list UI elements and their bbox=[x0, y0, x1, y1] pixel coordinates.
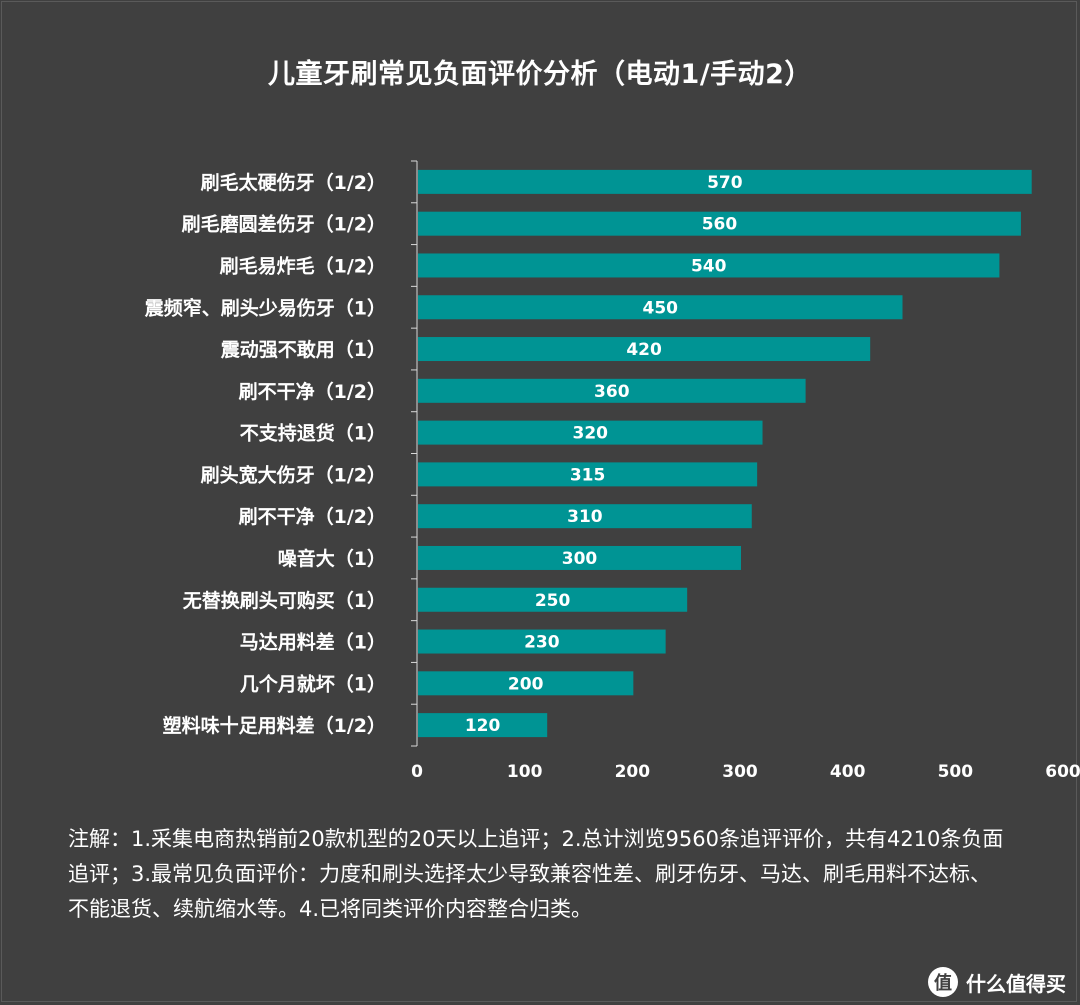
bar bbox=[418, 545, 741, 570]
category-label: 刷头宽大伤牙（1/2） bbox=[201, 463, 386, 486]
bar-value-label: 570 bbox=[707, 173, 743, 193]
bar bbox=[418, 504, 752, 529]
watermark-text: 什么值得买 bbox=[966, 971, 1066, 996]
watermark: 值 什么值得买 bbox=[928, 967, 1066, 997]
bar bbox=[418, 169, 1032, 194]
bar bbox=[418, 671, 634, 696]
bar-value-label: 540 bbox=[691, 256, 727, 276]
x-tick-label: 0 bbox=[411, 762, 423, 782]
bar bbox=[418, 378, 806, 403]
category-label: 震频窄、刷头少易伤牙（1） bbox=[145, 296, 386, 319]
category-label: 几个月就坏（1） bbox=[240, 672, 386, 695]
category-label: 刷不干净（1/2） bbox=[239, 380, 386, 403]
category-label: 刷毛磨圆差伤牙（1/2） bbox=[182, 213, 386, 236]
bar-value-label: 200 bbox=[508, 674, 544, 694]
bar bbox=[418, 253, 1000, 278]
category-label: 刷毛易炸毛（1/2） bbox=[220, 254, 386, 277]
bar-value-label: 120 bbox=[465, 716, 501, 736]
chart-note: 注解：1.采集电商热销前20款机型的20天以上追评；2.总计浏览9560条追评评… bbox=[68, 827, 1004, 921]
bar-value-label: 450 bbox=[643, 298, 679, 318]
watermark-logo-icon: 值 bbox=[928, 967, 958, 997]
bar-value-label: 315 bbox=[570, 465, 606, 485]
category-label: 不支持退货（1） bbox=[240, 422, 386, 445]
x-tick-label: 200 bbox=[615, 762, 651, 782]
x-tick-label: 600 bbox=[1045, 762, 1080, 782]
category-label: 无替换刷头可购买（1） bbox=[183, 589, 386, 612]
bar bbox=[418, 462, 758, 487]
bar-value-label: 310 bbox=[567, 507, 603, 527]
x-tick-label: 300 bbox=[722, 762, 758, 782]
bar-value-label: 420 bbox=[626, 340, 662, 360]
bar-chart: 570 刷毛太硬伤牙（1/2） 560 刷毛磨圆差伤牙（1/2） 540 刷毛易炸毛（1/… bbox=[145, 160, 1080, 782]
bar bbox=[418, 420, 763, 445]
bar-value-label: 250 bbox=[535, 591, 571, 611]
category-label: 噪音大（1） bbox=[278, 547, 386, 570]
category-label: 马达用料差（1） bbox=[240, 631, 386, 654]
x-tick-label: 500 bbox=[938, 762, 974, 782]
bar bbox=[418, 713, 548, 738]
category-label: 震动强不敢用（1） bbox=[221, 338, 386, 361]
x-tick-label: 100 bbox=[507, 762, 543, 782]
bar-value-label: 360 bbox=[594, 382, 630, 402]
bar bbox=[418, 337, 871, 362]
x-tick-label: 400 bbox=[830, 762, 866, 782]
bar bbox=[418, 295, 903, 320]
category-label: 塑料味十足用料差（1/2） bbox=[163, 714, 386, 737]
chart-title: 儿童牙刷常见负面评价分析（电动1/手动2） bbox=[268, 59, 812, 90]
bar-value-label: 560 bbox=[702, 215, 738, 235]
bar bbox=[418, 211, 1021, 236]
bar-value-label: 230 bbox=[524, 633, 560, 653]
bar bbox=[418, 587, 688, 612]
bar-value-label: 320 bbox=[573, 424, 609, 444]
category-label: 刷毛太硬伤牙（1/2） bbox=[201, 171, 386, 194]
category-label: 刷不干净（1/2） bbox=[239, 505, 386, 528]
bar bbox=[418, 629, 666, 654]
bar-value-label: 300 bbox=[562, 549, 598, 569]
